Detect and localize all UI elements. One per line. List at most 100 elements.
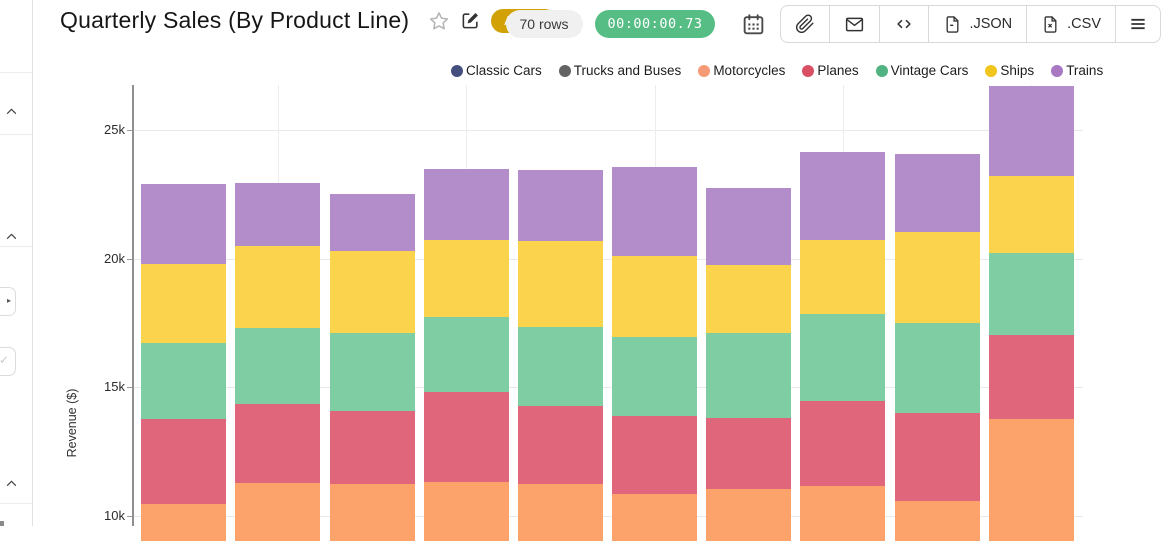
star-button[interactable]: [428, 10, 450, 32]
chart-legend: Classic Cars Trucks and Buses Motorcycles P…: [451, 63, 1103, 78]
bar-segment[interactable]: [330, 333, 415, 412]
bar-segment[interactable]: [989, 253, 1074, 336]
bar-segment[interactable]: [518, 327, 603, 407]
legend-dot: [451, 64, 463, 77]
chevron-up-icon[interactable]: [5, 230, 18, 243]
bar-segment[interactable]: [141, 183, 226, 264]
bar-segment[interactable]: [895, 501, 980, 541]
bar-segment[interactable]: [424, 169, 509, 241]
bar-segment[interactable]: [706, 489, 791, 541]
bar-segment[interactable]: [141, 343, 226, 419]
bar-segment[interactable]: [612, 167, 697, 256]
query-timer-badge: 00:00:00.73: [594, 10, 716, 38]
legend-item[interactable]: Trains: [1051, 63, 1103, 78]
chevron-up-icon[interactable]: [5, 477, 18, 490]
embed-code-button[interactable]: [880, 6, 930, 42]
bar-segment[interactable]: [989, 335, 1074, 419]
bar-segment[interactable]: [800, 240, 885, 315]
share-link-button[interactable]: [781, 6, 831, 42]
bar-segment[interactable]: [612, 416, 697, 495]
bar-segment[interactable]: [612, 336, 697, 417]
legend-label: Planes: [817, 63, 859, 78]
bar-segment[interactable]: [706, 264, 791, 334]
stacked-bar-chart: Classic Cars Trucks and Buses Motorcycles P…: [65, 63, 1103, 541]
legend-label: Trucks and Buses: [573, 63, 682, 78]
bar-segment[interactable]: [895, 232, 980, 324]
bar-segment[interactable]: [518, 484, 603, 541]
bar-segment[interactable]: [989, 419, 1074, 541]
bar-segment[interactable]: [518, 406, 603, 485]
bar-segment[interactable]: [330, 194, 415, 252]
bar-segment[interactable]: [235, 327, 320, 405]
bar-segment[interactable]: [895, 413, 980, 502]
legend-item[interactable]: Classic Cars: [451, 63, 542, 78]
bar-segment[interactable]: [800, 152, 885, 241]
y-tick-label: 25k: [104, 122, 125, 137]
email-button[interactable]: [830, 6, 881, 42]
bar-segment[interactable]: [800, 401, 885, 487]
bar-segment[interactable]: [612, 255, 697, 337]
y-gridline: [132, 130, 1083, 131]
bar-segment[interactable]: [706, 418, 791, 490]
bar-segment[interactable]: [235, 404, 320, 484]
calendar-icon: [744, 13, 764, 34]
bar-segment[interactable]: [800, 314, 885, 402]
bar-segment[interactable]: [706, 333, 791, 419]
bar-segment[interactable]: [330, 411, 415, 485]
header: Quarterly Sales (By Product Line) Altere…: [33, 0, 1176, 52]
bar-segment[interactable]: [330, 484, 415, 541]
title-block: Quarterly Sales (By Product Line) Altere…: [60, 7, 557, 34]
bar-segment[interactable]: [612, 494, 697, 541]
bar-segment[interactable]: [518, 170, 603, 242]
legend-item[interactable]: Vintage Cars: [875, 63, 968, 78]
bar-segment[interactable]: [424, 392, 509, 483]
bar-segment[interactable]: [424, 240, 509, 318]
edit-button[interactable]: [461, 11, 480, 30]
y-axis-title: Revenue ($): [65, 388, 79, 458]
y-tick-mark: [127, 515, 132, 517]
legend-item[interactable]: Planes: [802, 63, 859, 78]
bar-segment[interactable]: [895, 153, 980, 233]
legend-label: Motorcycles: [713, 63, 786, 78]
bar-segment[interactable]: [706, 188, 791, 265]
bar-segment[interactable]: [424, 317, 509, 392]
export-json-button[interactable]: .JSON: [929, 6, 1028, 42]
more-options-button[interactable]: [1116, 6, 1160, 42]
bar-segment[interactable]: [235, 245, 320, 328]
page-title: Quarterly Sales (By Product Line): [60, 7, 410, 33]
bar-segment[interactable]: [518, 241, 603, 328]
bar-segment[interactable]: [989, 86, 1074, 176]
bar-segment[interactable]: [330, 251, 415, 334]
export-csv-label: .CSV: [1067, 16, 1101, 32]
legend-dot: [558, 64, 571, 77]
bar-segment[interactable]: [141, 419, 226, 505]
legend-dot: [802, 64, 815, 77]
y-tick-label: 20k: [104, 250, 125, 266]
legend-item[interactable]: Ships: [985, 63, 1034, 78]
legend-item[interactable]: Trucks and Buses: [558, 63, 682, 78]
bar-segment[interactable]: [895, 323, 980, 414]
check-icon: ✓: [0, 353, 9, 367]
collapsed-check-button[interactable]: ✓: [0, 347, 16, 376]
legend-label: Trains: [1066, 63, 1104, 78]
caret-right-icon: ▸: [6, 296, 11, 305]
bar-segment[interactable]: [800, 486, 885, 541]
bar-segment[interactable]: [141, 263, 226, 344]
legend-label: Ships: [1000, 63, 1035, 78]
legend-item[interactable]: Motorcycles: [698, 63, 785, 78]
y-tick-label: 10k: [104, 507, 125, 523]
paperclip-icon: [796, 14, 814, 34]
collapsed-panel-button[interactable]: ▸: [0, 287, 16, 316]
chevron-up-icon[interactable]: [5, 105, 18, 118]
y-tick-mark: [127, 387, 132, 389]
bar-segment[interactable]: [989, 176, 1074, 254]
y-axis-line: [132, 85, 134, 526]
edit-icon: [462, 13, 479, 29]
bar-segment[interactable]: [235, 483, 320, 541]
bar-segment[interactable]: [424, 482, 509, 541]
export-csv-button[interactable]: .CSV: [1027, 6, 1116, 42]
legend-dot: [1051, 64, 1064, 77]
schedule-button[interactable]: [741, 12, 766, 37]
bar-segment[interactable]: [141, 504, 226, 541]
bar-segment[interactable]: [235, 182, 320, 246]
